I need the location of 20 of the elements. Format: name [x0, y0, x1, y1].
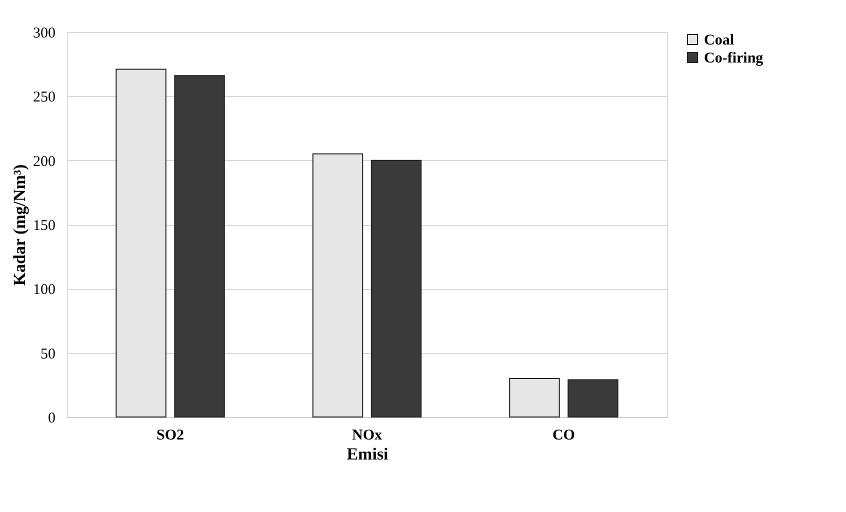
bar [568, 379, 618, 418]
y-tick-label: 300 [33, 26, 56, 42]
y-tick-label: 0 [48, 410, 56, 426]
legend-label: Co-firing [704, 50, 764, 66]
y-tick-label: 100 [33, 282, 56, 298]
bar [174, 75, 225, 418]
x-tick-label: SO2 [156, 428, 184, 444]
x-tick-label: NOx [352, 428, 382, 444]
y-tick-label: 150 [33, 218, 56, 234]
x-tick-label: CO [552, 428, 575, 444]
bar [370, 160, 422, 418]
bar [509, 378, 560, 418]
y-tick-label: 50 [40, 346, 56, 362]
bar [116, 68, 166, 418]
x-axis-title: Emisi [346, 444, 389, 464]
y-tick-label: 250 [33, 90, 56, 106]
bar [312, 153, 364, 418]
y-axis-title: Kadar (mg/Nm³) [10, 164, 29, 286]
y-tick-label: 200 [33, 154, 56, 170]
legend-label: Coal [704, 32, 734, 48]
